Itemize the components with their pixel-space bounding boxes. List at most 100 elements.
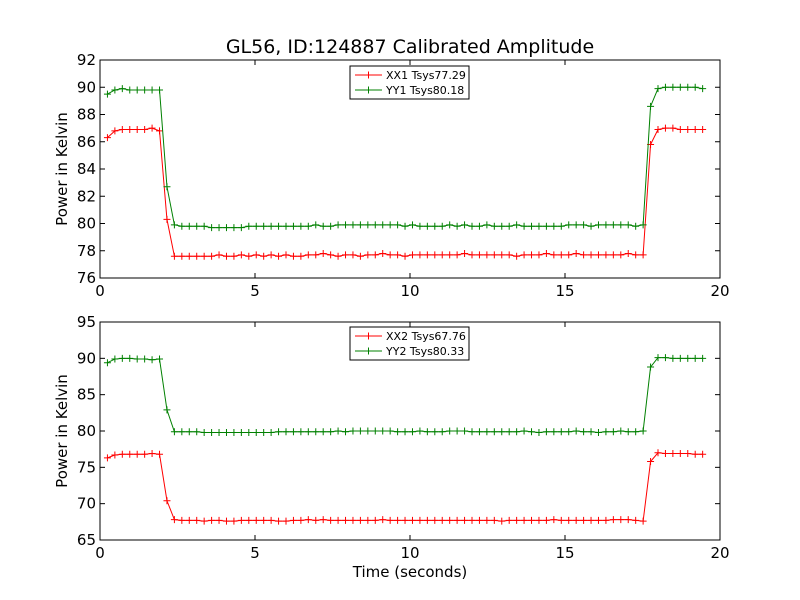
top-chart-data-point [550,251,558,259]
top-chart-data-point [312,221,320,229]
bottom-chart-legend: XX2 Tsys67.76 YY2 Tsys80.33 [349,326,470,361]
bottom-chart-data-point [208,516,216,524]
top-chart-data-point [386,221,394,229]
bottom-chart-data-point [349,516,357,524]
top-chart-data-point [118,85,126,93]
bottom-chart-data-point [483,428,491,436]
top-chart-data-point [222,224,230,232]
bottom-chart-data-point [237,428,245,436]
bottom-chart-data-point [141,450,149,458]
top-chart-data-point [170,252,178,260]
bottom-chart-data-point [676,354,684,362]
bottom-chart-data-point [676,450,684,458]
top-chart-data-point [282,251,290,259]
bottom-chart-data-point [617,427,625,435]
bottom-chart-data-point [193,428,201,436]
top-chart-data-point [505,222,513,230]
top-chart-data-point [342,251,350,259]
bottom-chart-data-point [490,516,498,524]
top-chart-data-point [133,125,141,133]
top-chart-ytick-label: 82 [77,187,96,205]
bottom-chart-data-point [252,428,260,436]
bottom-chart-xtick-label: 10 [400,544,419,562]
bottom-chart-data-point [505,428,513,436]
bottom-chart-data-point [609,516,617,524]
top-chart-legend-box [349,65,470,100]
top-chart-data-point [267,222,275,230]
top-chart-data-point [438,222,446,230]
bottom-chart-data-point [401,516,409,524]
bottom-chart-data-point [401,428,409,436]
bottom-chart-data-point [334,427,342,435]
bottom-chart-data-point [557,428,565,436]
top-chart-data-point [661,83,669,91]
bottom-chart-data-point [639,517,647,525]
bottom-chart-data-point [103,454,111,462]
top-chart-data-point [602,251,610,259]
top-chart-data-point [349,221,357,229]
top-chart-data-point [200,222,208,230]
bottom-chart-data-point [528,516,536,524]
bottom-chart-data-point [230,428,238,436]
bottom-chart-data-point [609,428,617,436]
bottom-chart-data-point [542,428,550,436]
top-chart-data-point [535,251,543,259]
top-chart-data-point [572,221,580,229]
top-chart-data-point [490,251,498,259]
top-chart-data-point [580,251,588,259]
bottom-chart-data-point [334,516,342,524]
bottom-chart-data-point [185,516,193,524]
bottom-chart-data-point [408,428,416,436]
bottom-chart-data-point [170,428,178,436]
bottom-chart-data-point [200,428,208,436]
top-chart-data-point [617,251,625,259]
top-chart-data-point [632,251,640,259]
bottom-chart-data-point [371,516,379,524]
top-chart-data-point [453,251,461,259]
top-chart-data-point [334,221,342,229]
top-chart-plot-frame [99,59,721,279]
bottom-chart-data-point [632,428,640,436]
bottom-chart-ytick-label: 80 [77,422,96,440]
top-chart-data-point [312,251,320,259]
top-chart-legend-marker-2 [365,86,372,94]
top-chart-data-point [364,221,372,229]
top-chart-data-point [371,221,379,229]
bottom-chart-data-point [267,428,275,436]
bottom-chart-data-point [386,516,394,524]
bottom-chart-data-point [498,428,506,436]
bottom-chart-xtick-label: 20 [710,544,729,562]
bottom-chart-data-point [594,516,602,524]
bottom-chart-ytick-label: 70 [77,495,96,513]
bottom-chart-data-point [237,516,245,524]
top-chart-data-point [639,221,647,229]
bottom-chart-data-point [475,428,483,436]
top-chart-data-point [103,134,111,142]
bottom-chart-ytick-label: 90 [77,349,96,367]
bottom-chart-data-point [490,428,498,436]
bottom-chart-data-point [126,450,134,458]
top-chart-data-point [185,252,193,260]
bottom-chart-data-point [327,428,335,436]
bottom-chart-data-point [520,516,528,524]
top-chart-data-point [498,222,506,230]
top-chart-xtick-label: 20 [710,282,729,300]
bottom-chart-data-point [617,516,625,524]
top-chart-data-point [423,251,431,259]
top-chart-data-point [528,251,536,259]
bottom-chart-data-point [594,428,602,436]
top-chart-data-point [245,222,253,230]
bottom-chart-data-point [661,354,669,362]
top-chart-data-point [304,222,312,230]
top-chart-title: GL56, ID:124887 Calibrated Amplitude [226,36,594,58]
bottom-chart-data-point [245,516,253,524]
top-chart-data-point [557,222,565,230]
top-chart-data-point [156,86,164,94]
top-chart-data-point [535,222,543,230]
top-chart-data-point [111,127,119,135]
top-chart-data-point [275,222,283,230]
bottom-chart-data-point [118,450,126,458]
top-chart-data-point [289,252,297,260]
top-chart-ytick-label: 80 [77,215,96,233]
top-chart-data-point [275,252,283,260]
